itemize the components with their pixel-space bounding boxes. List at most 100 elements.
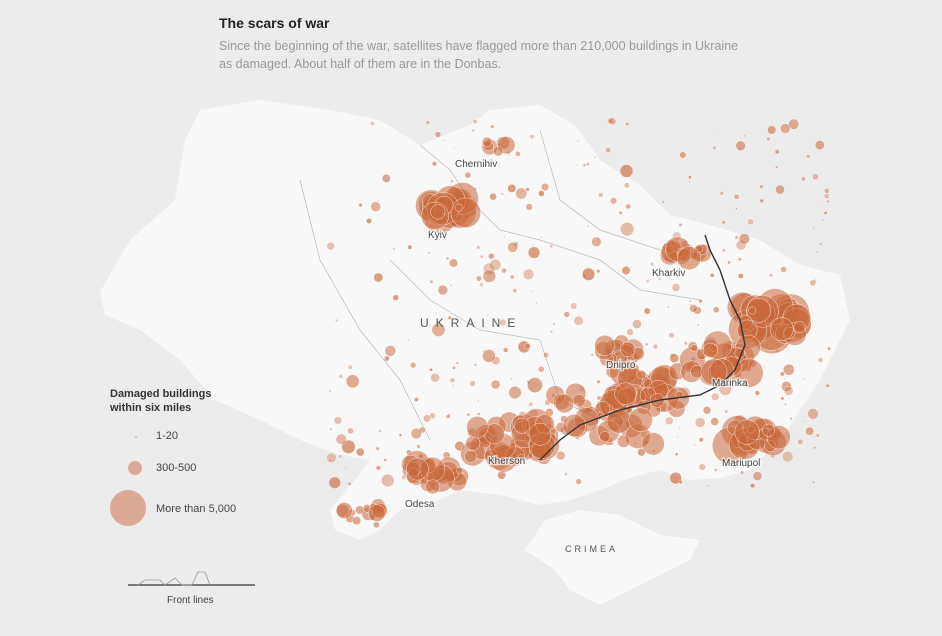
damage-bubble xyxy=(689,300,692,303)
damage-bubble xyxy=(338,454,343,459)
damage-bubble xyxy=(469,380,476,387)
damage-bubble xyxy=(614,382,637,405)
damage-bubble xyxy=(538,190,545,197)
damage-bubble xyxy=(697,323,700,327)
legend-label-small: 1-20 xyxy=(156,430,179,442)
damage-bubble xyxy=(486,313,489,316)
damage-bubble xyxy=(341,439,356,454)
damage-bubble xyxy=(698,437,704,443)
damage-bubble xyxy=(425,120,430,125)
damage-bubble xyxy=(775,184,785,195)
damage-bubble xyxy=(431,161,437,167)
damage-bubble xyxy=(702,342,718,358)
damage-bubble xyxy=(710,417,719,426)
damage-bubble xyxy=(817,357,824,363)
damage-bubble xyxy=(434,131,442,138)
damage-bubble xyxy=(752,471,763,481)
damage-bubble xyxy=(482,269,496,283)
damage-bubble xyxy=(416,444,421,449)
damage-bubble xyxy=(455,361,460,365)
damage-bubble xyxy=(632,319,642,329)
damage-bubble xyxy=(774,149,780,155)
damage-bubble xyxy=(407,244,413,250)
damage-bubble xyxy=(743,134,746,137)
damage-bubble xyxy=(805,426,815,436)
legend-front-lines-icon xyxy=(128,571,255,586)
damage-bubble xyxy=(477,412,481,416)
damage-bubble xyxy=(510,274,515,280)
damage-bubble xyxy=(619,164,634,178)
damage-bubble xyxy=(816,200,819,203)
damage-bubble xyxy=(766,137,771,141)
map-title: The scars of war xyxy=(219,15,330,31)
damage-bubble xyxy=(591,236,602,247)
damage-bubble xyxy=(464,450,477,463)
damage-bubble xyxy=(621,266,631,275)
damage-bubble xyxy=(515,187,528,200)
damage-bubble xyxy=(564,472,568,476)
damage-bubble xyxy=(383,458,387,462)
damage-bubble xyxy=(554,394,574,414)
damage-bubble xyxy=(769,317,794,341)
damage-bubble xyxy=(780,123,791,134)
damage-bubble xyxy=(474,363,477,367)
damage-bubble xyxy=(573,315,584,326)
damage-bubble xyxy=(758,457,762,461)
damage-bubble xyxy=(661,200,665,204)
damage-bubble xyxy=(335,502,353,519)
damage-bubble xyxy=(700,358,728,386)
damage-bubble xyxy=(563,311,570,318)
damage-bubble xyxy=(489,258,502,271)
damage-bubble xyxy=(575,478,582,485)
damage-bubble xyxy=(693,443,696,446)
damage-bubble xyxy=(688,175,692,179)
damage-bubble xyxy=(784,402,788,406)
damage-bubble xyxy=(418,426,426,434)
damage-bubble xyxy=(373,272,384,283)
damage-bubble xyxy=(503,347,509,353)
damage-bubble xyxy=(734,235,739,240)
damage-bubble xyxy=(628,407,653,432)
damage-bubble xyxy=(528,401,534,407)
damage-bubble xyxy=(452,384,455,387)
damage-bubble xyxy=(431,322,446,337)
city-label-marinka: Marinka xyxy=(712,378,748,389)
damage-bubble xyxy=(618,210,623,215)
damage-bubble xyxy=(689,303,692,306)
damage-bubble xyxy=(636,369,647,380)
damage-bubble xyxy=(392,247,395,251)
damage-bubble xyxy=(517,454,525,461)
damage-bubble xyxy=(490,124,495,129)
damage-bubble xyxy=(587,224,590,227)
damage-bubble xyxy=(427,251,431,254)
damage-bubble xyxy=(445,414,450,419)
damage-bubble xyxy=(368,504,386,522)
damage-bubble xyxy=(789,417,793,421)
damage-bubble xyxy=(355,505,365,515)
damage-bubble xyxy=(445,256,450,261)
legend-title: Damaged buildings within six miles xyxy=(110,388,212,414)
damage-bubble xyxy=(452,365,456,370)
legend-bubble-small xyxy=(135,436,137,438)
damage-bubble xyxy=(698,463,706,471)
legend-label-medium: 300-500 xyxy=(156,462,197,474)
damage-bubble xyxy=(713,131,716,134)
damage-bubble xyxy=(706,484,709,487)
damage-bubble xyxy=(641,432,665,456)
damage-bubble xyxy=(734,419,760,445)
damage-bubble xyxy=(383,355,390,362)
damage-bubble xyxy=(500,192,504,196)
damage-bubble xyxy=(750,483,756,489)
damage-bubble xyxy=(549,244,554,249)
damage-bubble xyxy=(423,414,431,423)
damage-bubble xyxy=(827,346,831,351)
damage-bubble xyxy=(678,427,681,430)
damage-bubble xyxy=(695,417,706,428)
damage-bubble xyxy=(767,125,777,135)
damage-bubble xyxy=(793,321,806,334)
damage-bubble xyxy=(788,118,800,130)
damage-bubble xyxy=(605,147,611,153)
damage-bubble xyxy=(596,379,601,384)
damage-bubble xyxy=(769,273,773,278)
